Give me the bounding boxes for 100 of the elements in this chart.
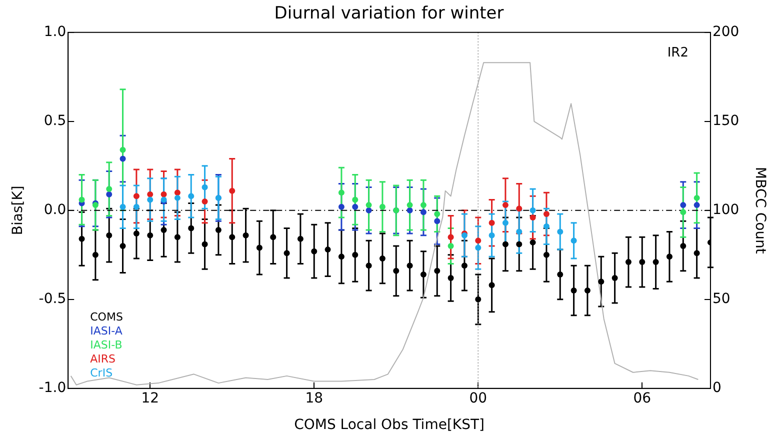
y-tick-label: 0.5 [44, 113, 66, 130]
point [160, 191, 167, 198]
point [215, 226, 222, 233]
point [120, 156, 126, 162]
point [92, 252, 98, 258]
y-tick-label: 1.0 [44, 24, 66, 40]
text: IASI-A [90, 324, 123, 338]
chart-title: Diurnal variation for winter [274, 4, 504, 24]
x-tick-label: 00 [469, 390, 488, 406]
point [448, 275, 454, 282]
point [434, 210, 440, 217]
point [543, 223, 550, 230]
text: COMS [90, 310, 123, 324]
text: IASI-B [90, 338, 122, 352]
point [557, 271, 564, 278]
point [530, 207, 536, 214]
point [461, 262, 468, 269]
point [406, 202, 413, 208]
point [598, 278, 604, 285]
point [434, 268, 440, 274]
point [229, 234, 236, 240]
point [202, 184, 208, 190]
point [366, 207, 372, 214]
point [338, 204, 344, 210]
point [147, 191, 154, 198]
point [188, 193, 194, 200]
point [612, 275, 618, 282]
point [488, 282, 495, 288]
point [352, 252, 358, 258]
point [284, 250, 290, 256]
y2-tick-label: 100 [712, 202, 740, 218]
y2-tick-label: 150 [712, 113, 740, 130]
point [256, 244, 262, 251]
y2-tick-label: 200 [712, 24, 740, 40]
point [311, 248, 318, 254]
point [133, 230, 140, 237]
point [120, 204, 126, 210]
point [502, 241, 508, 248]
point [694, 202, 700, 208]
point [625, 259, 632, 266]
point [680, 243, 686, 249]
point [652, 259, 659, 266]
point [570, 238, 577, 244]
point [584, 288, 590, 294]
text: AIRS [90, 352, 116, 366]
point [530, 214, 536, 221]
point [242, 232, 249, 238]
point [557, 228, 564, 235]
point [366, 202, 372, 208]
point [78, 236, 85, 242]
point [530, 239, 536, 246]
point [379, 255, 386, 262]
text: CrIS [90, 366, 113, 380]
point [639, 259, 646, 266]
point [694, 250, 700, 256]
point [543, 252, 550, 258]
point [147, 232, 154, 238]
point [106, 191, 112, 198]
point [106, 186, 112, 192]
point [120, 243, 126, 249]
point [160, 226, 167, 233]
point [570, 288, 577, 294]
y2-tick-label: 50 [712, 291, 730, 308]
point [448, 243, 454, 249]
y-tick-label: -1.0 [38, 380, 66, 396]
point [516, 241, 522, 248]
point [366, 262, 372, 269]
point [133, 204, 140, 210]
point [379, 204, 386, 210]
point [406, 262, 413, 269]
point [229, 188, 236, 194]
point [448, 234, 454, 240]
point [270, 234, 276, 240]
point [666, 254, 672, 260]
annotation: IR2 [667, 45, 688, 60]
point [352, 204, 358, 210]
point [475, 244, 482, 251]
point [338, 190, 344, 196]
point [174, 194, 180, 201]
point [338, 254, 344, 260]
point [694, 194, 700, 201]
point [297, 236, 304, 242]
point [406, 207, 413, 214]
point [133, 193, 140, 200]
point [475, 296, 482, 302]
y-axis-title: Bias[K] [10, 186, 26, 236]
point [324, 246, 331, 253]
point [147, 196, 154, 203]
point [488, 220, 495, 226]
x-axis-title: COMS Local Obs Time[KST] [294, 417, 484, 434]
point [434, 218, 440, 224]
point [202, 241, 208, 248]
point [502, 202, 508, 208]
point [502, 220, 508, 226]
point [488, 232, 495, 238]
point [680, 209, 686, 216]
y2-tick-label: 0 [712, 380, 722, 396]
point [106, 232, 112, 238]
point [188, 225, 194, 232]
point [78, 196, 85, 203]
